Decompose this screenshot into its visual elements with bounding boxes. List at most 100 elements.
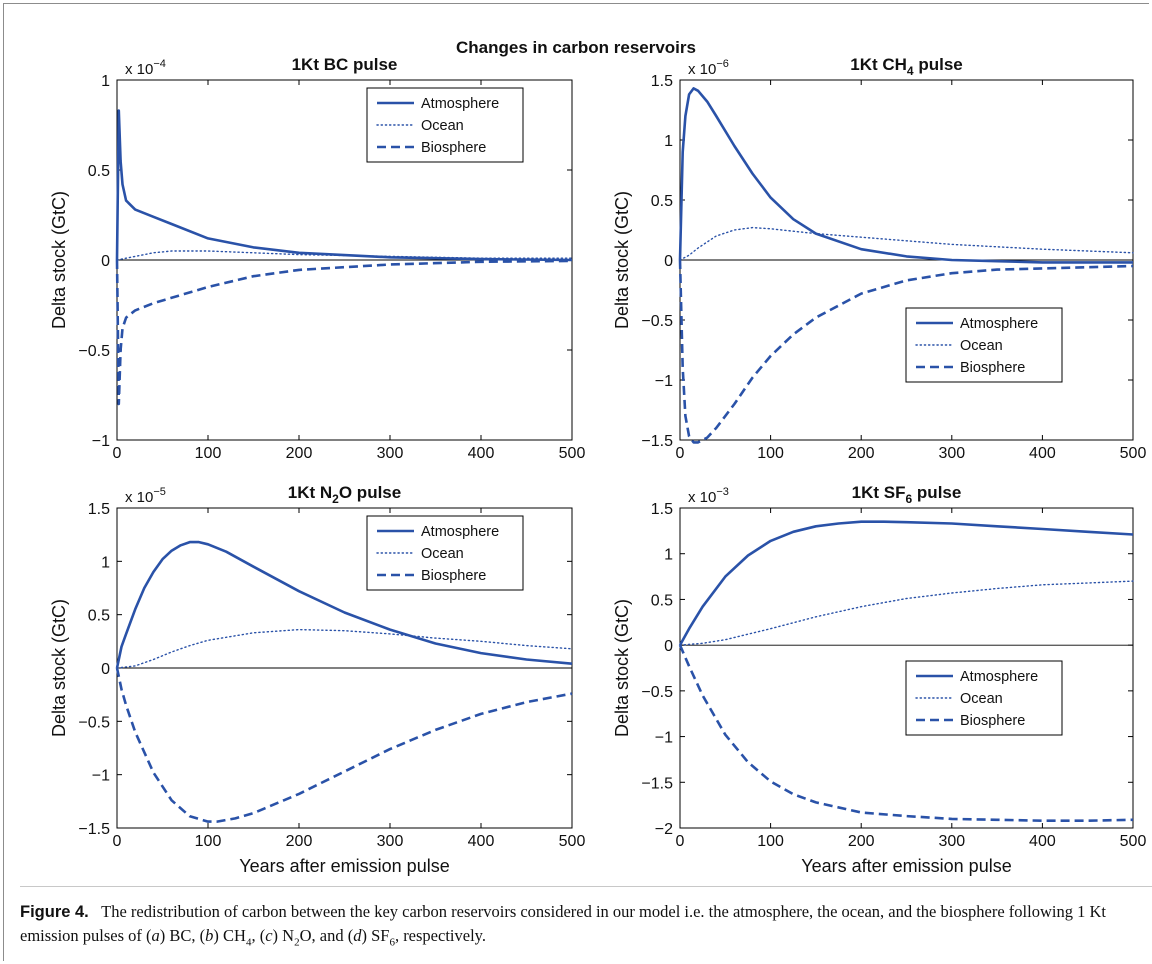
legend-label-biosphere: Biosphere	[421, 568, 486, 584]
y-tick-label: 0.5	[651, 592, 673, 609]
x-tick-label: 400	[468, 445, 495, 462]
y-tick-label: −2	[655, 821, 673, 838]
x-tick-label: 500	[1120, 445, 1147, 462]
y-tick-label: 1.5	[651, 73, 673, 90]
chart-panel-4: 0 100 200 300 400 500 −2 −1.5 −1 −0.5 0 0.5 1 1.5 x 10…	[612, 483, 1146, 876]
y-tick-label: 0	[101, 253, 110, 270]
legend-label-ocean: Ocean	[960, 691, 1003, 707]
caption-label: Figure 4.	[20, 903, 89, 921]
y-axis-label: Delta stock (GtC)	[49, 191, 69, 329]
y-tick-label: −1.5	[641, 433, 673, 450]
series-line-ocean	[679, 580, 1134, 646]
y-axis-label: Delta stock (GtC)	[49, 599, 69, 737]
y-tick-label: 0.5	[88, 163, 110, 180]
series-line-atmosphere	[678, 520, 1134, 646]
series-line-atmosphere	[115, 109, 573, 262]
legend-box	[366, 87, 524, 163]
y-tick-label: 0.5	[88, 608, 110, 625]
x-tick-label: 500	[559, 833, 586, 850]
y-exponent-label: x 10−6	[688, 58, 729, 78]
figure-caption: Figure 4. The redistribution of carbon b…	[20, 900, 1120, 954]
x-tick-label: 400	[468, 833, 495, 850]
y-tick-label: −1	[655, 730, 673, 747]
series-line-ocean	[679, 226, 1134, 261]
x-axis-label: Years after emission pulse	[239, 856, 449, 876]
y-axis-label: Delta stock (GtC)	[612, 191, 632, 329]
legend-label-ocean: Ocean	[960, 338, 1003, 354]
x-tick-label: 0	[113, 445, 122, 462]
y-tick-label: 0	[101, 661, 110, 678]
y-tick-label: −0.5	[641, 684, 673, 701]
legend-label-atmosphere: Atmosphere	[960, 669, 1038, 685]
legend-label-ocean: Ocean	[421, 118, 464, 134]
series-line-biosphere	[115, 667, 573, 823]
y-tick-label: 1	[101, 554, 110, 571]
y-tick-label: 1.5	[651, 501, 673, 518]
series-line-ocean	[116, 628, 573, 669]
x-tick-label: 200	[286, 445, 313, 462]
y-tick-label: 1	[664, 547, 673, 564]
y-tick-label: 1	[664, 133, 673, 150]
y-exponent-label: x 10−4	[125, 58, 166, 78]
caption-text: The redistribution of carbon between the…	[20, 902, 1106, 949]
y-tick-label: −1.5	[641, 775, 673, 792]
x-tick-label: 100	[757, 445, 784, 462]
legend: Atmosphere Ocean Biosphere	[366, 515, 524, 591]
y-tick-label: −1.5	[78, 821, 110, 838]
x-tick-label: 0	[676, 445, 685, 462]
x-tick-label: 300	[377, 445, 404, 462]
figure-main-title: Changes in carbon reservoirs	[456, 38, 696, 57]
y-tick-label: −0.5	[78, 714, 110, 731]
legend: Atmosphere Ocean Biosphere	[366, 87, 524, 163]
x-tick-label: 500	[1120, 833, 1147, 850]
legend: Atmosphere Ocean Biosphere	[905, 307, 1063, 383]
x-tick-label: 100	[195, 445, 222, 462]
series-line-ocean	[116, 250, 573, 261]
x-tick-label: 100	[757, 833, 784, 850]
legend-label-biosphere: Biosphere	[421, 140, 486, 156]
x-tick-label: 200	[286, 833, 313, 850]
chart-panel-2: 0 100 200 300 400 500 −1.5 −1 −0.5 0 0.5 1 1.5 x 10−6…	[612, 55, 1146, 462]
series-line-atmosphere	[678, 87, 1133, 264]
chart-panel-1: 0 100 200 300 400 500 −1 −0.5 0 0.5 1 x 10−4 1Kt BC …	[49, 55, 585, 462]
y-tick-label: 0.5	[651, 193, 673, 210]
y-exponent-label: x 10−5	[125, 486, 166, 506]
y-tick-label: 0	[664, 253, 673, 270]
legend-box	[905, 660, 1063, 736]
x-tick-label: 200	[848, 833, 875, 850]
y-tick-label: −1	[92, 768, 110, 785]
chart-panel-3: 0 100 200 300 400 500 −1.5 −1 −0.5 0 0.5 1 1.5 x 10−5…	[49, 483, 585, 876]
y-tick-label: 0	[664, 638, 673, 655]
series-line-biosphere	[115, 259, 573, 406]
y-tick-label: −0.5	[641, 313, 673, 330]
y-tick-label: −1	[655, 373, 673, 390]
series-line-biosphere	[678, 644, 1134, 823]
y-tick-label: −1	[92, 433, 110, 450]
x-tick-label: 400	[1029, 445, 1056, 462]
x-tick-label: 200	[848, 445, 875, 462]
y-tick-label: 1	[101, 73, 110, 90]
x-tick-label: 0	[113, 833, 122, 850]
x-axis-label: Years after emission pulse	[801, 856, 1011, 876]
y-axis-label: Delta stock (GtC)	[612, 599, 632, 737]
chart-title: 1Kt N2O pulse	[288, 483, 401, 506]
legend-label-ocean: Ocean	[421, 546, 464, 562]
x-tick-label: 500	[559, 445, 586, 462]
legend-box	[905, 307, 1063, 383]
x-tick-label: 300	[938, 445, 965, 462]
legend: Atmosphere Ocean Biosphere	[905, 660, 1063, 736]
legend-box	[366, 515, 524, 591]
y-tick-label: −0.5	[78, 343, 110, 360]
legend-label-atmosphere: Atmosphere	[960, 316, 1038, 332]
y-exponent-label: x 10−3	[688, 486, 729, 506]
series-line-biosphere	[678, 259, 1134, 444]
x-tick-label: 400	[1029, 833, 1056, 850]
chart-title: 1Kt CH4 pulse	[850, 55, 962, 78]
x-tick-label: 100	[195, 833, 222, 850]
x-tick-label: 0	[676, 833, 685, 850]
caption-divider	[20, 886, 1152, 887]
chart-title: 1Kt BC pulse	[292, 55, 398, 74]
x-tick-label: 300	[377, 833, 404, 850]
figure-frame	[3, 3, 1149, 961]
